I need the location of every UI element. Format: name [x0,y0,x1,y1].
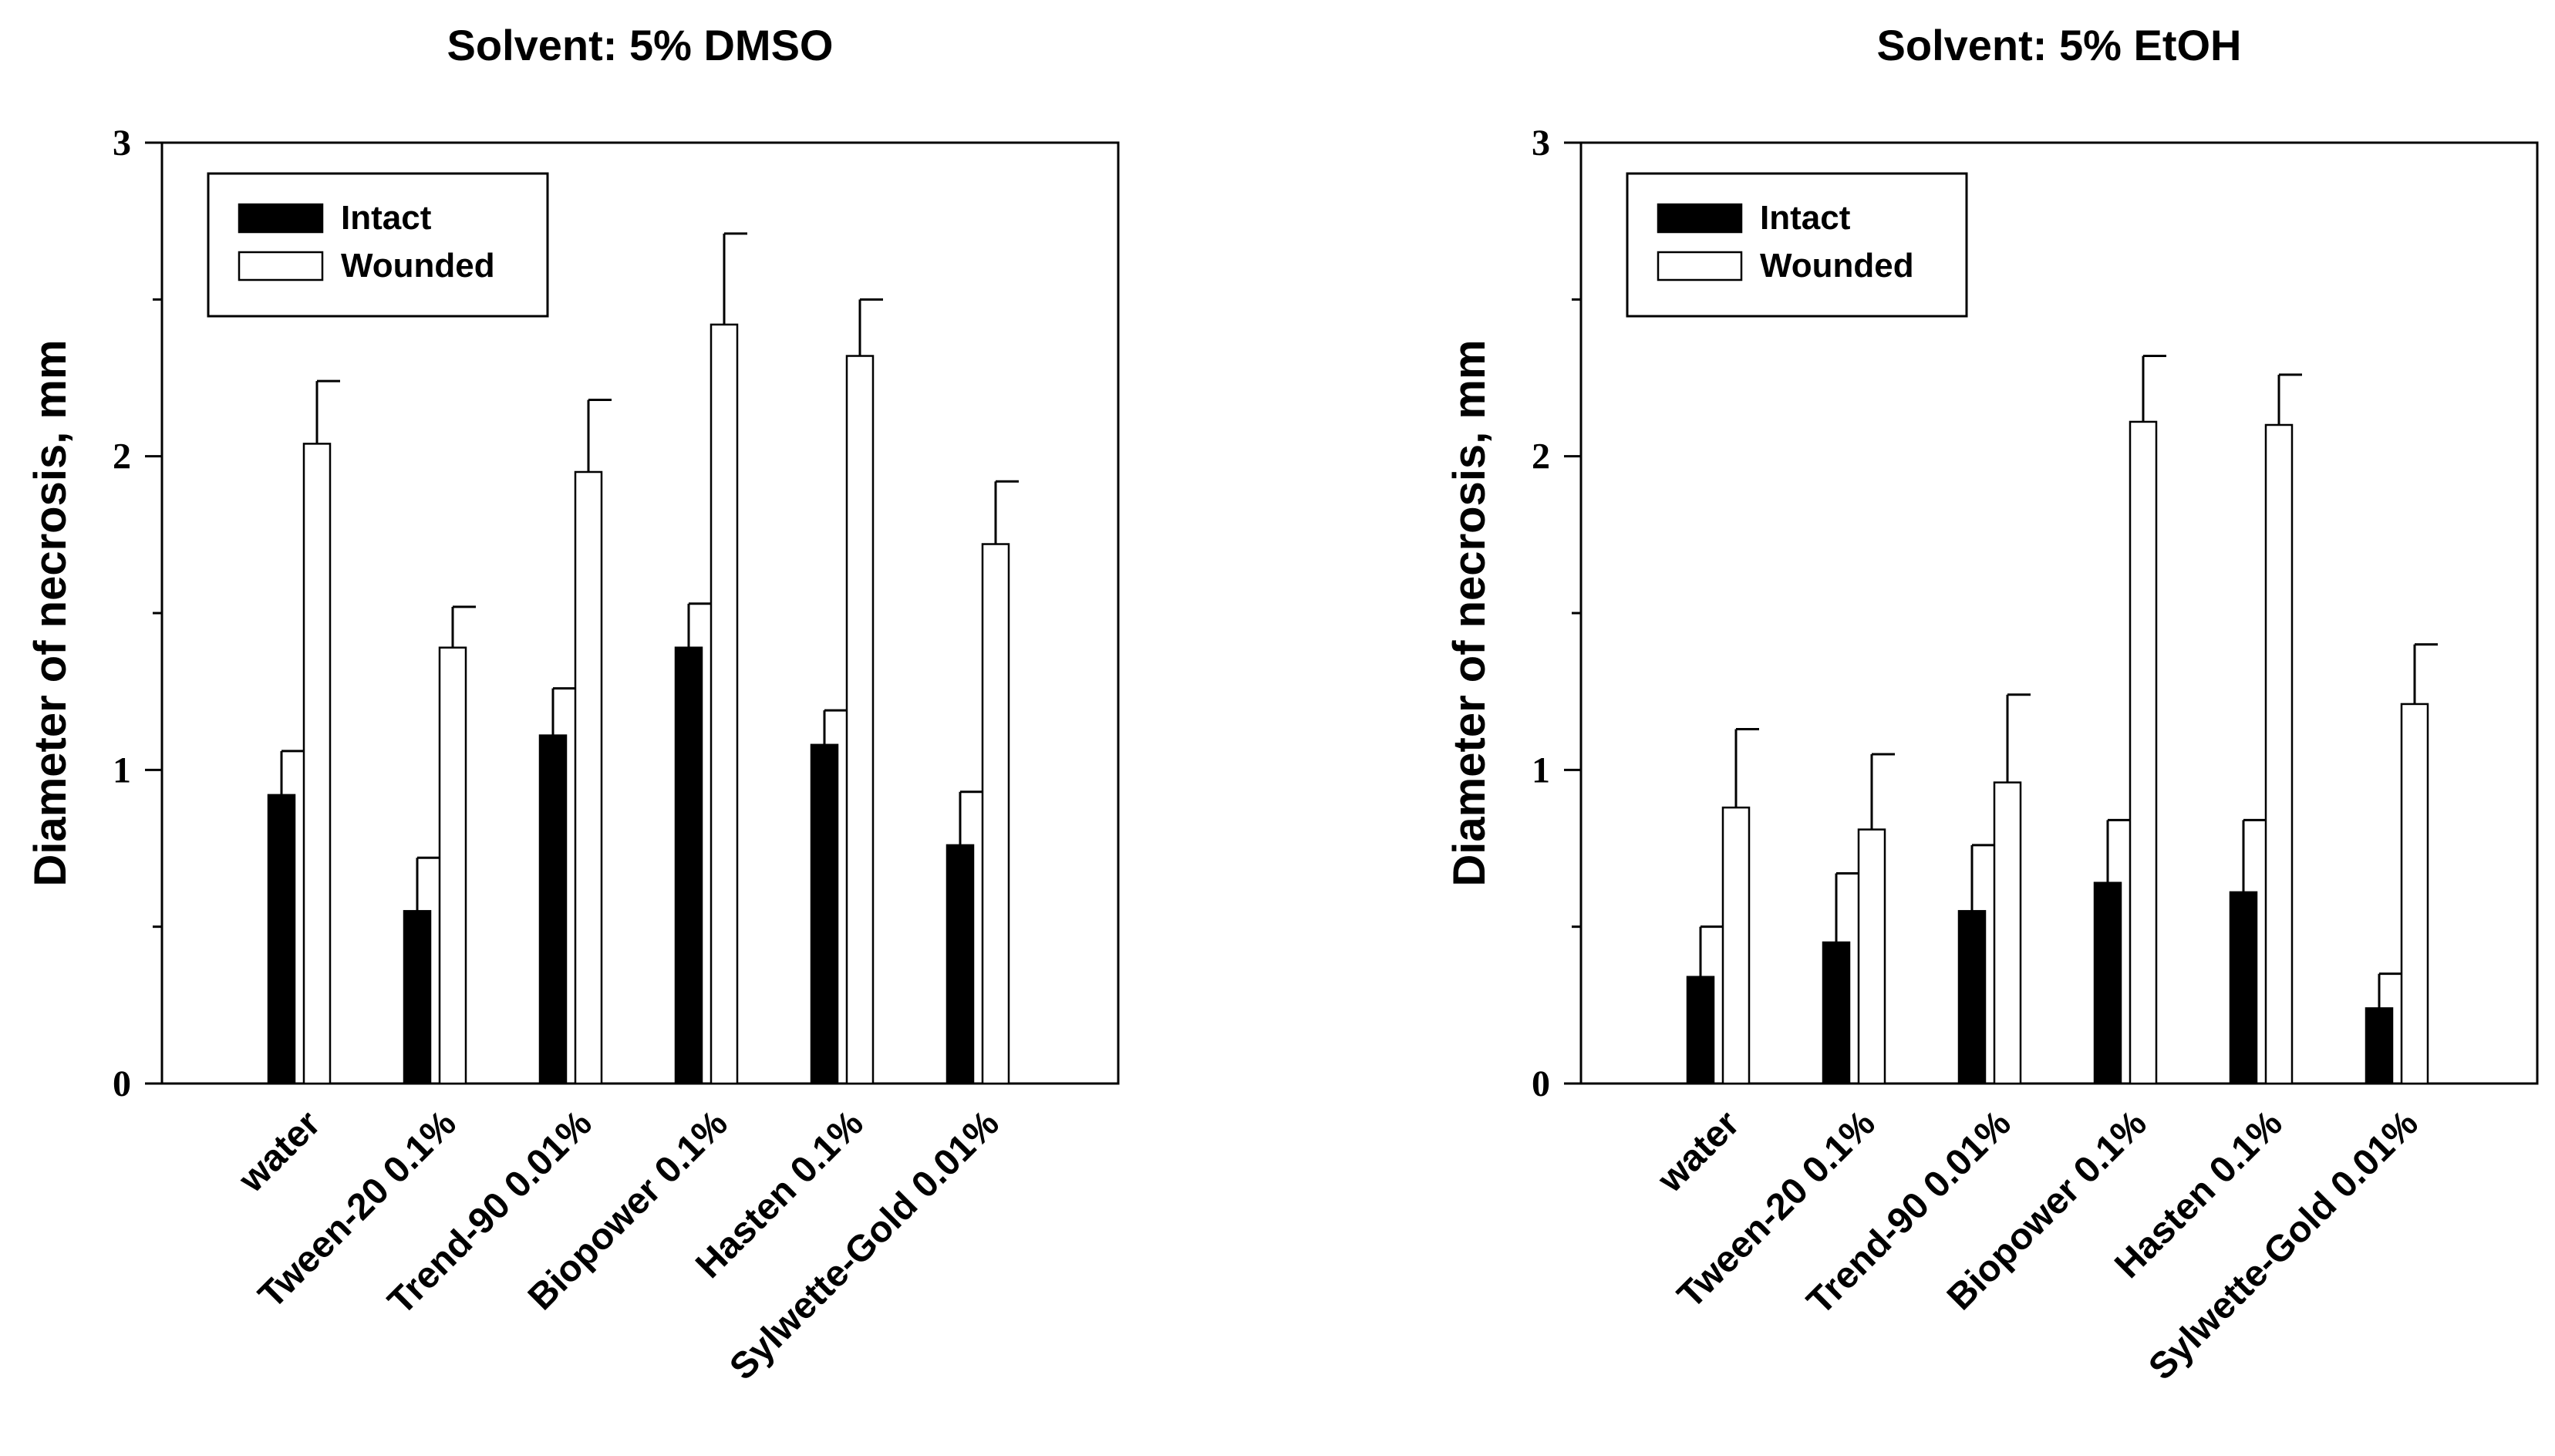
bar-intact [810,743,839,1085]
legend-label-intact: Intact [341,199,432,237]
bar-intact [674,646,703,1085]
bar-wounded [710,323,739,1085]
chart-panel-1: Solvent: 5% DMSO Diameter of necrosis, mm… [25,21,1120,1388]
y-axis-label: Diameter of necrosis, mm [25,339,76,886]
bar-intact [2229,891,2258,1085]
bar-wounded [302,443,332,1085]
y-tick-label: 1 [1532,750,1550,790]
bar-intact [267,794,296,1085]
y-tick-label: 3 [113,123,131,163]
legend-swatch-wounded [1657,251,1743,281]
legend-label-intact: Intact [1760,199,1851,237]
bar-intact [1686,976,1715,1085]
chart-panel-2: Solvent: 5% EtOH Diameter of necrosis, mm… [1444,21,2539,1388]
bar-intact [945,844,975,1085]
legend-label-wounded: Wounded [1760,247,1914,285]
chart-title: Solvent: 5% EtOH [1877,21,2242,69]
y-tick-label: 2 [113,436,131,477]
bar-wounded [2400,703,2429,1085]
y-tick-label: 2 [1532,436,1550,477]
bar-wounded [2129,420,2158,1085]
bar-wounded [1721,806,1751,1085]
y-axis-label: Diameter of necrosis, mm [1444,339,1495,886]
legend-box [1626,172,1968,318]
legend-box [207,172,549,318]
y-tick-label: 0 [113,1063,131,1104]
bar-wounded [1857,828,1886,1085]
bar-wounded [1993,781,2022,1085]
y-tick-label: 1 [113,750,131,790]
legend-swatch-intact [1657,203,1743,234]
y-tick-label: 0 [1532,1063,1550,1104]
legend-swatch-wounded [238,251,324,281]
x-tick-label: Sylwette-Gold 0.01% [722,1103,1006,1387]
bar-wounded [2264,423,2294,1085]
bar-wounded [845,355,875,1085]
legend-swatch-intact [238,203,324,234]
bar-intact [1957,910,1987,1085]
bar-intact [2365,1007,2394,1085]
x-tick-label: water [1650,1103,1748,1201]
chart-title: Solvent: 5% DMSO [447,21,834,69]
bar-wounded [574,470,603,1085]
bar-intact [1822,941,1851,1085]
bar-intact [403,910,432,1085]
y-tick-label: 3 [1532,123,1550,163]
bar-intact [2093,881,2122,1085]
legend-label-wounded: Wounded [341,247,495,285]
x-tick-label: water [231,1103,329,1201]
bar-wounded [981,543,1010,1085]
bar-wounded [438,646,467,1085]
bar-intact [538,734,568,1085]
x-tick-label: Sylwette-Gold 0.01% [2141,1103,2425,1387]
